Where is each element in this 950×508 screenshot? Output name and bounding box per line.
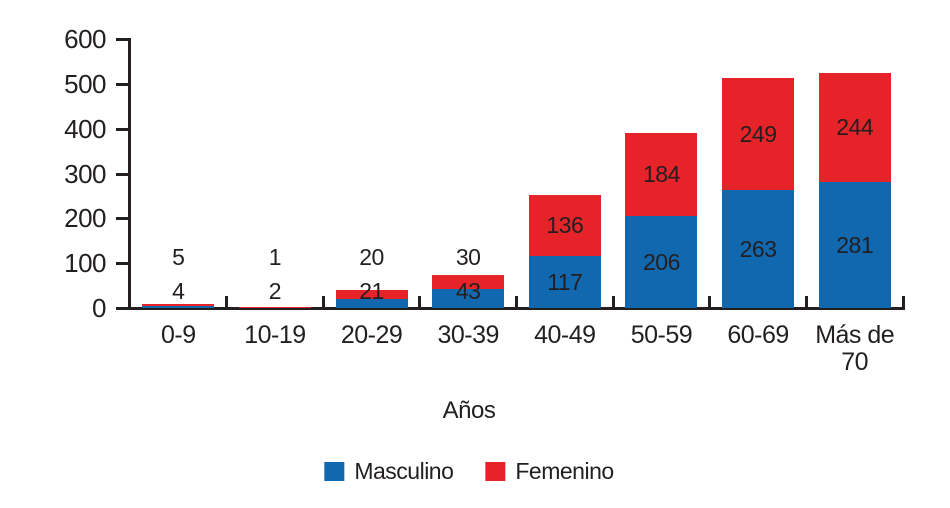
y-tick-300 <box>116 172 128 176</box>
y-axis-line <box>128 38 131 310</box>
category-label-m-s-de-70: Más de 70 <box>815 321 895 376</box>
value-label-20-29-masculino: 21 <box>359 278 384 304</box>
bar-60-69-masculino-segment <box>722 190 795 308</box>
y-tick-label-400: 400 <box>64 113 106 144</box>
value-label-10-19-femenino: 1 <box>268 244 282 270</box>
category-label-40-49: 40-49 <box>534 321 596 349</box>
category-label-30-39: 30-39 <box>437 321 499 349</box>
legend-label-femenino: Femenino <box>515 458 614 484</box>
category-label-20-29: 20-29 <box>340 321 403 349</box>
x-tick-8 <box>901 296 905 308</box>
y-tick-label-300: 300 <box>64 158 106 189</box>
category-label-60-69: 60-69 <box>727 321 789 349</box>
y-tick-500 <box>116 82 128 86</box>
y-tick-200 <box>116 217 128 221</box>
bar-50-59-masculino-segment <box>625 215 698 308</box>
bar-0-9-masculino-segment <box>142 306 215 308</box>
y-tick-label-100: 100 <box>64 248 106 279</box>
y-tick-label-200: 200 <box>64 203 106 234</box>
bar-60-69-femenino-segment <box>722 78 795 191</box>
value-label-50-59-femenino: 184 <box>643 161 680 188</box>
bar-m-s-de-70-masculino-segment <box>818 182 891 308</box>
bar-30-39-masculino-segment <box>432 288 505 308</box>
x-tick-2 <box>321 296 325 308</box>
y-tick-0 <box>116 307 128 310</box>
bar-40-49-masculino-segment <box>528 255 601 308</box>
bar-0-9-femenino-segment <box>142 303 215 307</box>
value-label-60-69-femenino: 249 <box>739 121 777 148</box>
bar-50-59-femenino-segment <box>625 133 698 216</box>
plot-area: 0 100 200 300 400 500 600 5 4 1 2 20 21 30 43 136 117 18… <box>64 24 905 376</box>
y-tick-600 <box>116 38 128 41</box>
value-label-50-59-masculino: 206 <box>643 248 680 275</box>
x-axis-line <box>116 307 905 310</box>
value-label-m-s-de-70-masculino: 281 <box>836 232 874 258</box>
value-label-60-69-masculino: 263 <box>739 236 777 263</box>
value-label-0-9-masculino: 4 <box>172 278 185 304</box>
y-tick-400 <box>116 127 128 131</box>
value-label-30-39-masculino: 43 <box>455 278 481 304</box>
bar-20-29-femenino-segment <box>335 289 408 299</box>
x-tick-5 <box>611 296 615 308</box>
y-tick-label-600: 600 <box>64 24 106 54</box>
y-tick-100 <box>116 262 128 266</box>
bar-10-19-masculino-segment <box>238 307 311 308</box>
x-tick-4 <box>515 296 518 308</box>
value-label-40-49-femenino: 136 <box>546 212 584 239</box>
legend-label-masculino: Masculino <box>354 458 454 484</box>
value-label-30-39-femenino: 30 <box>455 244 481 270</box>
value-label-40-49-masculino: 117 <box>547 268 583 295</box>
legend-item-masculino: Masculino <box>324 458 454 485</box>
value-label-20-29-femenino: 20 <box>359 244 384 270</box>
x-tick-1 <box>225 296 229 308</box>
value-label-m-s-de-70-femenino: 244 <box>836 114 874 141</box>
bar-m-s-de-70-femenino-segment <box>818 72 891 183</box>
x-tick-7 <box>804 296 808 308</box>
value-label-10-19-masculino: 2 <box>268 278 282 304</box>
bar-20-29-masculino-segment <box>335 298 408 308</box>
category-label-0-9: 0-9 <box>160 321 196 349</box>
value-label-0-9-femenino: 5 <box>172 244 185 270</box>
y-tick-label-500: 500 <box>64 68 106 99</box>
bar-40-49-femenino-segment <box>528 194 601 256</box>
legend-swatch-masculino <box>324 462 345 481</box>
x-axis-title: Años <box>442 397 496 424</box>
x-tick-6 <box>708 296 712 308</box>
bar-30-39-femenino-segment <box>432 275 505 289</box>
category-label-50-59: 50-59 <box>630 321 693 349</box>
category-label-10-19: 10-19 <box>244 321 306 349</box>
y-tick-label-0: 0 <box>92 293 106 323</box>
legend-swatch-femenino <box>485 462 506 481</box>
legend-item-femenino: Femenino <box>485 458 614 485</box>
x-tick-3 <box>418 296 422 308</box>
legend: Masculino Femenino <box>324 458 614 485</box>
